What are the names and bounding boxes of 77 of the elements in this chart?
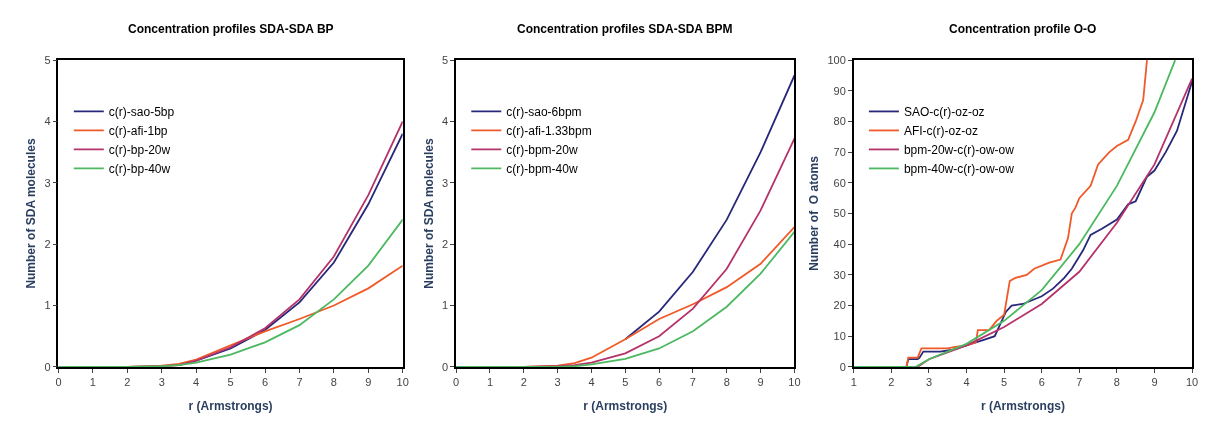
y-tick-label: 70	[833, 146, 846, 158]
legend-label: c(r)-afi-1bp	[108, 124, 168, 139]
y-tick-label: 0	[44, 360, 51, 373]
x-tick-label: 0	[453, 375, 460, 388]
y-tick-label: 2	[442, 238, 449, 251]
y-tick-label: 4	[44, 115, 51, 128]
x-tick-label: 10	[396, 375, 409, 388]
x-tick-label: 4	[588, 375, 595, 388]
x-tick-label: 8	[723, 375, 730, 388]
y-tick-label: 100	[827, 53, 846, 66]
y-tick-label: 40	[833, 238, 846, 251]
y-tick-label: 90	[833, 84, 846, 97]
y-axis-title: Number of SDA molecules	[24, 138, 39, 289]
x-tick-label: 5	[227, 375, 234, 388]
x-tick-label: 4	[193, 375, 200, 388]
y-tick-label: 10	[833, 330, 846, 343]
legend-label: c(r)-sao-6bpm	[506, 105, 582, 120]
y-tick-label: 1	[44, 299, 51, 312]
line-series	[58, 218, 403, 367]
x-tick-label: 3	[158, 375, 165, 388]
y-tick-label: 4	[442, 115, 449, 128]
x-tick-label: 9	[365, 375, 372, 388]
legend-label: c(r)-afi-1.33bpm	[506, 124, 592, 139]
x-axis-title: r (Armstrongs)	[583, 399, 668, 414]
legend-label: c(r)-bpm-40w	[506, 162, 578, 177]
y-tick-label: 1	[442, 299, 449, 312]
legend-label: bpm-40w-c(r)-ow-ow	[903, 162, 1015, 177]
chart-title: Concentration profiles SDA-SDA BPM	[517, 22, 733, 36]
legend-label: AFI-c(r)-oz-oz	[903, 124, 978, 139]
legend-label: bpm-20w-c(r)-ow-ow	[903, 143, 1015, 158]
x-tick-label: 10	[1185, 375, 1199, 388]
x-tick-label: 6	[261, 375, 269, 388]
y-tick-label: 60	[833, 176, 846, 189]
x-tick-label: 1	[850, 375, 857, 388]
y-tick-label: 5	[442, 53, 449, 66]
x-tick-label: 8	[330, 375, 337, 388]
x-axis-title: r (Armstrongs)	[980, 399, 1065, 414]
y-tick-label: 0	[839, 360, 846, 373]
x-tick-label: 6	[1038, 375, 1045, 388]
x-tick-label: 4	[963, 375, 970, 388]
y-tick-label: 80	[833, 115, 846, 128]
x-tick-label: 7	[1076, 375, 1083, 388]
x-tick-label: 3	[925, 375, 933, 388]
x-tick-label: 10	[788, 375, 801, 388]
legend-label: SAO-c(r)-oz-oz	[903, 105, 985, 120]
x-tick-label: 2	[888, 375, 895, 388]
y-tick-label: 30	[833, 268, 846, 281]
y-axis-title: Number of O atoms	[807, 155, 822, 271]
x-tick-label: 1	[89, 375, 96, 388]
x-tick-label: 7	[689, 375, 696, 388]
x-tick-label: 8	[1113, 375, 1120, 388]
y-tick-label: 20	[833, 299, 846, 312]
y-tick-label: 2	[44, 238, 51, 251]
x-tick-label: 0	[55, 375, 62, 388]
x-tick-label: 2	[124, 375, 131, 388]
y-tick-label: 0	[442, 360, 449, 373]
chart-title: Concentration profiles SDA-SDA BP	[128, 22, 334, 36]
y-tick-label: 50	[833, 207, 846, 220]
x-tick-label: 5	[1001, 375, 1008, 388]
x-tick-label: 3	[554, 375, 561, 388]
x-axis-title: r (Armstrongs)	[188, 399, 273, 414]
legend-label: c(r)-bp-20w	[108, 143, 171, 158]
y-tick-label: 3	[442, 176, 449, 189]
y-tick-label: 3	[44, 176, 51, 189]
y-tick-label: 5	[44, 53, 51, 66]
x-tick-label: 9	[757, 375, 764, 388]
chart-title: Concentration profile O-O	[949, 22, 1097, 36]
x-tick-label: 5	[622, 375, 629, 388]
y-axis-title: Number of SDA molecules	[421, 138, 436, 289]
legend-label: c(r)-bp-40w	[108, 162, 171, 177]
x-tick-label: 6	[656, 375, 663, 388]
x-tick-label: 9	[1151, 375, 1158, 388]
legend-label: c(r)-sao-5bp	[108, 105, 175, 120]
x-tick-label: 2	[520, 375, 527, 388]
x-tick-label: 1	[486, 375, 494, 388]
x-tick-label: 7	[296, 375, 303, 388]
legend-label: c(r)-bpm-20w	[506, 143, 578, 158]
